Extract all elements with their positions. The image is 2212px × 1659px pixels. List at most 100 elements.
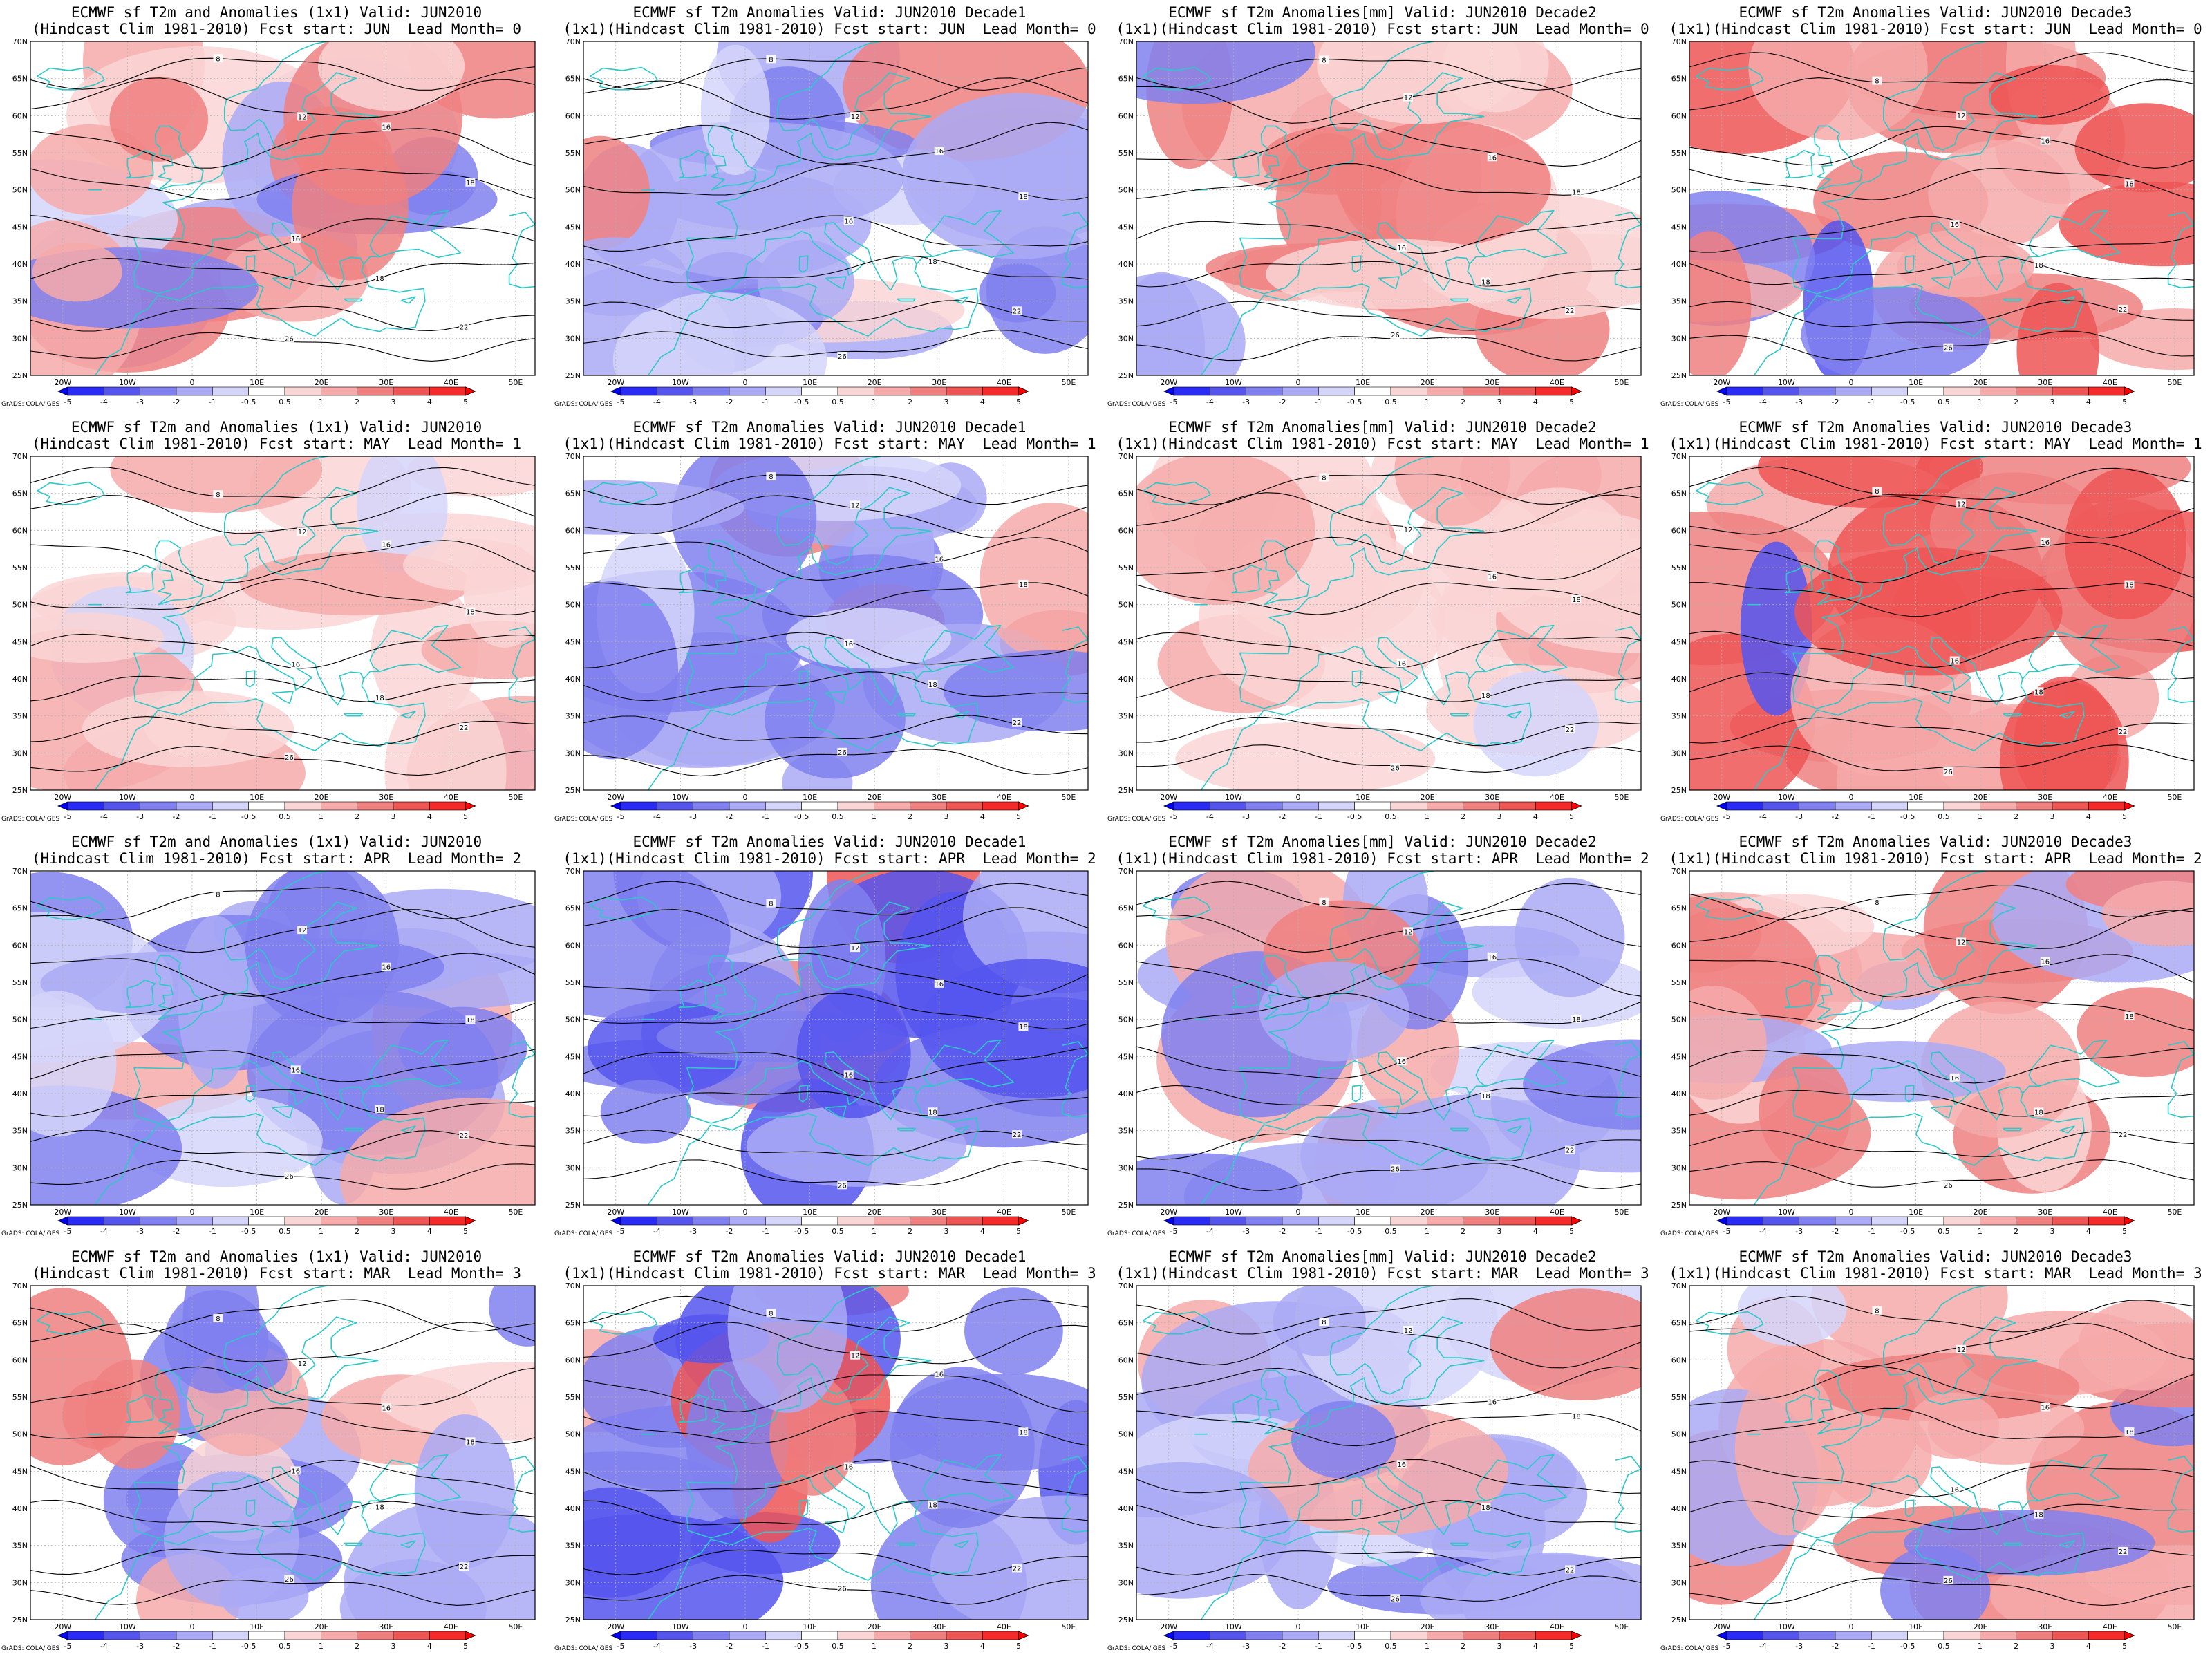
colorbar-arrow-right: [2124, 1216, 2135, 1226]
lon-tick-label: 0: [1295, 793, 1300, 802]
colorbar-segment: [729, 801, 766, 811]
lon-tick-label: 0: [189, 793, 194, 802]
contour-line: [30, 214, 535, 252]
coastline: [707, 540, 757, 606]
anomaly-area: [489, 1286, 535, 1347]
colorbar-segment: [104, 386, 140, 396]
contour-label: 22: [1013, 308, 1022, 315]
anomaly-shading: 8 12 16 18 16 18 22 26: [30, 456, 535, 790]
contour-line: [30, 492, 535, 534]
lat-tick-label: 50N: [1118, 601, 1134, 610]
colorbar-label: 2: [1461, 1642, 1465, 1651]
colorbar-label: -3: [1242, 1642, 1250, 1651]
colorbar-label: -5: [64, 1227, 72, 1236]
colorbar-segment: [982, 801, 1019, 811]
anomaly-area: [1689, 985, 1767, 1100]
contour-line: [583, 1322, 1088, 1365]
lon-tick-label: 20E: [868, 793, 882, 802]
lat-tick-label: 55N: [565, 149, 581, 158]
coastline: [647, 1093, 979, 1205]
coastline: [1378, 276, 1400, 290]
contour-label: 18: [928, 682, 937, 689]
lat-tick-label: 30N: [1118, 1163, 1134, 1172]
lon-tick-label: 20E: [1421, 1622, 1435, 1631]
colorbar-segment: [837, 801, 874, 811]
graticule: [30, 41, 535, 375]
lat-tick-label: 25N: [565, 1201, 581, 1210]
colorbar-label: -2: [173, 397, 180, 406]
contour-label: 22: [1566, 1566, 1575, 1574]
contour-line: [30, 332, 535, 362]
coastline: [133, 871, 379, 1069]
colorbar-segment: [176, 1216, 213, 1226]
coastline: [1507, 1125, 1522, 1134]
colorbar: -5 -4 -3 -2 -1 -0.5 0.5 1 2 3 4 5: [1716, 1631, 2135, 1651]
anomaly-shading: 8 12 16 18 16 18 22 26: [1136, 456, 1641, 790]
lat-tick-label: 30N: [1671, 749, 1687, 758]
lon-tick-label: 40E: [997, 1208, 1011, 1217]
lon-tick-label: 20W: [1160, 1622, 1177, 1631]
colorbar-label: -4: [1206, 812, 1214, 821]
colorbar-segment: [657, 801, 693, 811]
lat-tick-label: 40N: [1671, 1504, 1687, 1513]
lon-tick-label: 30E: [932, 1208, 946, 1217]
lat-tick-label: 55N: [565, 978, 581, 987]
map-frame: [1136, 41, 1642, 376]
graticule: [583, 871, 1088, 1205]
contour-label: 18: [1481, 1504, 1490, 1512]
colorbar-label: -2: [1832, 1642, 1839, 1651]
contour-label: 18: [466, 180, 475, 187]
contour-line: [583, 1295, 1088, 1332]
colorbar-segment: [1246, 386, 1283, 396]
colorbar-label: 3: [944, 1642, 949, 1651]
colorbar-label: -2: [1279, 1642, 1286, 1651]
lon-tick-label: 40E: [997, 793, 1011, 802]
t2m-contours: [583, 1295, 1088, 1605]
lon-tick-label: 40E: [1550, 1622, 1564, 1631]
colorbar-segment: [140, 801, 177, 811]
lon-tick-label: 30E: [2038, 793, 2052, 802]
colorbar-label: -2: [726, 397, 733, 406]
t2m-contours: [30, 467, 535, 776]
colorbar-segment: [212, 801, 249, 811]
coastline: [272, 1105, 294, 1119]
coastline: [133, 456, 379, 655]
colorbar-label: -2: [1832, 1227, 1839, 1236]
contour-line: [1136, 79, 1641, 124]
colorbar-label: 5: [1016, 397, 1021, 406]
colorbar-segment: [67, 801, 104, 811]
colorbar-label: -4: [653, 1227, 661, 1236]
colorbar-label: 2: [2014, 812, 2018, 821]
lat-tick-label: 60N: [12, 1356, 28, 1365]
colorbar-segment: [1463, 801, 1500, 811]
colorbar-segment: [1943, 1216, 1980, 1226]
anomaly-area: [583, 135, 650, 250]
colorbar-label: -0.5: [794, 1227, 809, 1236]
contour-line: [583, 582, 1088, 617]
lat-tick-label: 65N: [1671, 75, 1687, 84]
colorbar-label: 2: [2014, 397, 2018, 406]
colorbar-label: -1: [1315, 1227, 1322, 1236]
lat-tick-label: 70N: [1118, 37, 1134, 46]
colorbar-segment: [801, 801, 838, 811]
lat-tick-label: 30N: [1118, 1578, 1134, 1587]
colorbar-label: 4: [1533, 812, 1538, 821]
colorbar-segment: [284, 1216, 321, 1226]
map-panel-1: ECMWF sf T2m and Anomalies (1x1) Valid: …: [0, 0, 553, 415]
anomaly-area: [340, 1098, 535, 1205]
coastline: [94, 1093, 426, 1205]
colorbar-label: -3: [689, 1227, 697, 1236]
contour-label: 8: [1322, 475, 1326, 482]
contour-line: [1689, 1296, 2194, 1333]
graticule: [1136, 41, 1641, 375]
coastlines: [1142, 456, 1641, 790]
lat-tick-label: 35N: [1118, 1541, 1134, 1550]
grads-credit: GrADS: COLA/IGES: [1, 1230, 60, 1237]
contour-line: [583, 1459, 1088, 1496]
colorbar-segment: [1463, 1631, 1500, 1640]
contour-line: [30, 467, 535, 499]
lat-tick-label: 60N: [1671, 941, 1687, 950]
contour-line: [583, 1091, 1088, 1117]
lat-tick-label: 40N: [1118, 1504, 1134, 1513]
